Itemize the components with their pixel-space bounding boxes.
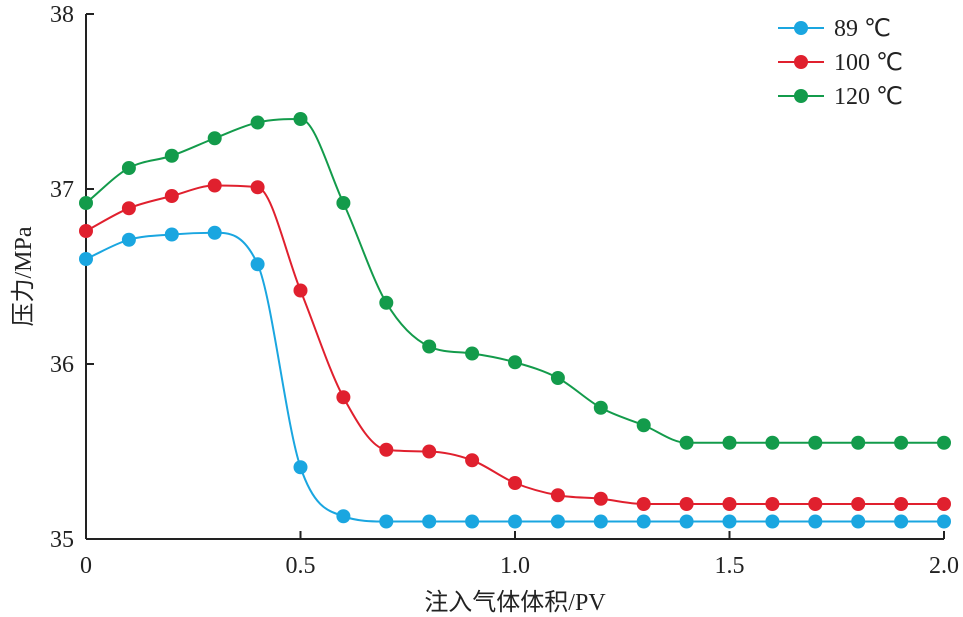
- data-point: [593, 400, 608, 415]
- data-point: [379, 295, 394, 310]
- data-point: [465, 514, 480, 529]
- data-point: [937, 497, 951, 511]
- data-point: [508, 514, 522, 529]
- data-point: [121, 201, 136, 216]
- data-point: [422, 339, 437, 354]
- x-tick-label: 2.0: [929, 553, 959, 579]
- y-tick-label: 38: [50, 2, 74, 28]
- data-point: [336, 196, 351, 210]
- legend-label: 120 ℃: [834, 84, 903, 110]
- data-point: [550, 514, 565, 529]
- legend-marker: [794, 89, 808, 103]
- data-point: [79, 196, 93, 210]
- data-point: [164, 189, 179, 203]
- data-point: [593, 491, 608, 506]
- data-point: [250, 115, 265, 130]
- data-point: [808, 497, 823, 511]
- data-point: [508, 355, 522, 370]
- data-point: [293, 112, 308, 126]
- x-tick-label: 1.5: [715, 553, 745, 579]
- data-point: [79, 224, 93, 238]
- data-point: [508, 476, 522, 490]
- data-point: [422, 514, 437, 529]
- series-0: [79, 225, 951, 529]
- data-point: [250, 257, 265, 272]
- data-point: [293, 283, 308, 298]
- data-point: [808, 514, 823, 529]
- data-point: [894, 514, 909, 529]
- data-point: [636, 497, 651, 511]
- data-point: [379, 442, 394, 457]
- data-point: [336, 509, 351, 524]
- data-point: [765, 435, 780, 450]
- data-point: [851, 435, 866, 450]
- series-line: [85, 117, 944, 444]
- legend: 89 ℃ 100 ℃ 120 ℃: [778, 16, 903, 110]
- data-point: [851, 497, 866, 511]
- data-point: [250, 180, 265, 195]
- data-point: [336, 390, 351, 405]
- x-tick-label: 0.5: [286, 553, 316, 579]
- data-point: [379, 514, 394, 529]
- data-point: [636, 514, 651, 529]
- data-point: [894, 497, 909, 511]
- legend-item: 89 ℃: [778, 16, 891, 42]
- legend-item: 120 ℃: [778, 84, 903, 110]
- data-point: [765, 497, 780, 511]
- data-point: [550, 488, 565, 503]
- data-point: [679, 435, 694, 450]
- series-line: [85, 231, 944, 523]
- data-point: [465, 453, 480, 468]
- x-tick-label: 0: [80, 553, 92, 579]
- axes: [85, 14, 944, 540]
- series-layer: [79, 112, 951, 529]
- ticks: 35 36 37 38 0 0.5 1.0 1.5 2.0: [50, 2, 959, 579]
- data-point: [121, 161, 136, 175]
- data-point: [679, 514, 694, 529]
- data-point: [636, 418, 651, 433]
- data-point: [207, 178, 222, 193]
- legend-label: 89 ℃: [834, 16, 891, 42]
- data-point: [722, 514, 737, 529]
- data-point: [937, 514, 951, 529]
- data-point: [121, 232, 136, 247]
- y-tick-label: 37: [50, 177, 74, 203]
- data-point: [207, 225, 222, 240]
- y-axis-label: 压力/MPa: [10, 226, 37, 326]
- data-point: [894, 435, 909, 450]
- legend-marker: [794, 21, 808, 35]
- y-tick-label: 35: [50, 527, 74, 553]
- legend-label: 100 ℃: [834, 50, 903, 76]
- data-point: [207, 131, 222, 146]
- data-point: [722, 497, 737, 511]
- data-point: [465, 346, 480, 361]
- legend-item: 100 ℃: [778, 50, 903, 76]
- data-point: [422, 444, 437, 459]
- data-point: [937, 435, 951, 450]
- data-point: [164, 227, 179, 242]
- legend-marker: [794, 55, 808, 69]
- data-point: [550, 371, 565, 385]
- series-2: [79, 112, 951, 450]
- data-point: [722, 435, 737, 450]
- data-point: [851, 514, 866, 529]
- data-point: [808, 435, 823, 450]
- x-tick-label: 1.0: [500, 553, 530, 579]
- data-point: [79, 252, 93, 266]
- data-point: [593, 514, 608, 529]
- x-axis-label: 注入气体体积/PV: [424, 589, 606, 616]
- data-point: [164, 148, 179, 163]
- y-tick-label: 36: [50, 352, 74, 378]
- data-point: [765, 514, 780, 529]
- data-point: [293, 460, 308, 475]
- series-1: [79, 178, 951, 511]
- data-point: [679, 497, 694, 511]
- series-line: [85, 184, 944, 505]
